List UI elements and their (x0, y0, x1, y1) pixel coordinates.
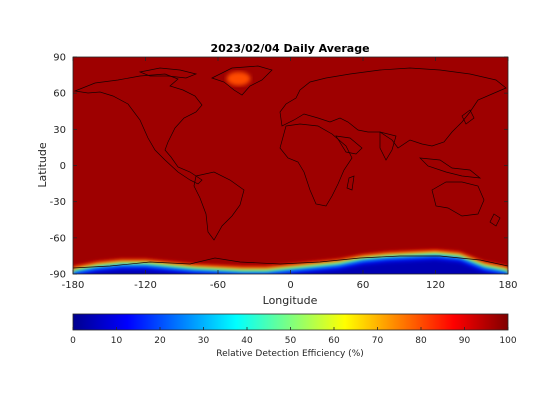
greenland-patch (226, 71, 251, 86)
y-tick-label: 90 (53, 53, 66, 64)
y-tick-label: -90 (50, 270, 66, 281)
x-tick-label: 60 (357, 280, 370, 291)
coast-greenland (211, 65, 273, 96)
coast-india (379, 131, 397, 161)
coast-africa (279, 123, 353, 207)
coast-south-america (193, 171, 245, 241)
chart-title: 2023/02/04 Daily Average (210, 42, 369, 55)
y-tick-label: -60 (50, 233, 66, 244)
antarctic-band-5 (85, 259, 496, 274)
colorbar-tick-label: 20 (154, 336, 166, 346)
y-tick-label: 0 (60, 161, 66, 172)
coast-arctic-islands (138, 67, 198, 79)
colorbar-tick-label: 30 (198, 336, 210, 346)
x-ticks: -180 -120 -60 0 60 120 180 (62, 57, 518, 291)
colorbar-tick-label: 0 (70, 336, 76, 346)
x-tick-label: -120 (134, 280, 157, 291)
x-tick-label: -60 (210, 280, 226, 291)
colorbar-label: Relative Detection Efficiency (%) (216, 349, 364, 359)
colorbar-tick-label: 80 (415, 336, 427, 346)
y-ticks: 90 60 30 0 -30 -60 -90 (50, 53, 508, 281)
coast-eurasia (279, 67, 507, 149)
coast-se-asia (419, 157, 482, 179)
coast-madagascar (346, 175, 355, 191)
colorbar-tick-label: 70 (372, 336, 384, 346)
colorbar-tick-label: 40 (241, 336, 253, 346)
coast-north-america (73, 73, 203, 185)
colorbar-ticks: 0 10 20 30 40 50 60 70 80 90 100 (70, 327, 517, 346)
coast-new-zealand (489, 213, 501, 227)
colorbar-tick-label: 100 (499, 336, 516, 346)
x-axis-label: Longitude (263, 294, 318, 307)
coast-arabia (335, 135, 363, 155)
coastlines (73, 65, 508, 269)
y-axis-label: Latitude (36, 142, 49, 188)
colorbar-tick-label: 90 (459, 336, 471, 346)
y-tick-label: -30 (50, 197, 66, 208)
coast-antarctica (73, 255, 508, 269)
x-tick-label: 180 (498, 280, 517, 291)
x-tick-label: -180 (62, 280, 85, 291)
colorbar-tick-label: 60 (328, 336, 340, 346)
heatmap-field (73, 57, 508, 274)
coast-japan (461, 109, 475, 125)
y-tick-label: 60 (53, 89, 66, 100)
x-tick-label: 120 (426, 280, 445, 291)
y-tick-label: 30 (53, 125, 66, 136)
coast-australia (431, 181, 485, 217)
x-tick-label: 0 (287, 280, 293, 291)
colorbar-tick-label: 10 (111, 336, 123, 346)
field-background (73, 57, 508, 274)
colorbar-tick-label: 50 (285, 336, 297, 346)
